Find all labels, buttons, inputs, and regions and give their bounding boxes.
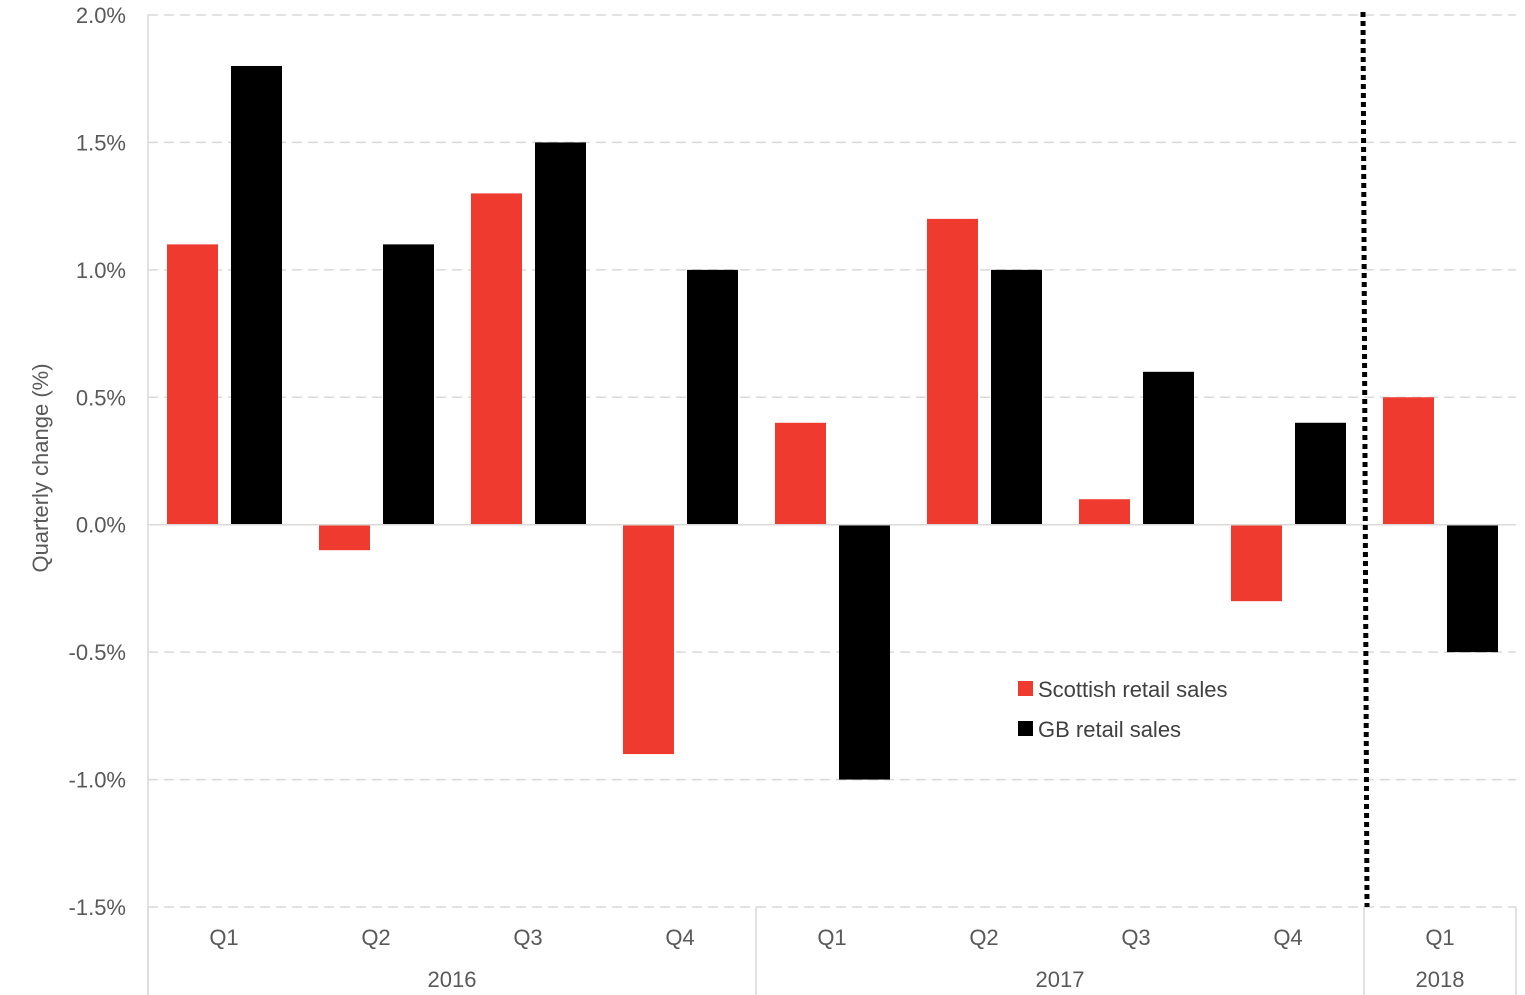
bar-scottish-retail-sales bbox=[1231, 524, 1282, 602]
y-axis-title: Quarterly change (%) bbox=[28, 363, 53, 572]
y-tick-label: -0.5% bbox=[69, 640, 126, 665]
bar-scottish-retail-sales bbox=[471, 193, 522, 525]
bar-gb-retail-sales bbox=[991, 269, 1042, 525]
bar-scottish-retail-sales bbox=[319, 524, 370, 551]
x-tick-label: Q4 bbox=[665, 925, 694, 950]
bar-scottish-retail-sales bbox=[1383, 397, 1434, 525]
y-tick-label: 1.5% bbox=[76, 130, 126, 155]
bar-scottish-retail-sales bbox=[623, 524, 674, 755]
legend-label: Scottish retail sales bbox=[1038, 677, 1228, 702]
bar-gb-retail-sales bbox=[383, 244, 434, 525]
bar-scottish-retail-sales bbox=[1079, 499, 1130, 525]
y-tick-label: 1.0% bbox=[76, 258, 126, 283]
x-tick-label: Q3 bbox=[1121, 925, 1150, 950]
bar-gb-retail-sales bbox=[1447, 524, 1498, 653]
x-tick-label: Q2 bbox=[361, 925, 390, 950]
bar-gb-retail-sales bbox=[231, 65, 282, 525]
bar-gb-retail-sales bbox=[1143, 371, 1194, 525]
dotted-divider bbox=[1360, 11, 1370, 908]
year-label: 2017 bbox=[1036, 967, 1085, 992]
x-tick-label: Q4 bbox=[1273, 925, 1302, 950]
year-label: 2016 bbox=[428, 967, 477, 992]
y-tick-label: 0.0% bbox=[76, 513, 126, 538]
y-tick-label: 2.0% bbox=[76, 3, 126, 28]
y-axis-ticks: -1.5% -1.0% -0.5% 0.0% 0.5% 1.0% 1.5% 2.0% bbox=[69, 3, 126, 920]
legend-swatch bbox=[1018, 721, 1033, 736]
x-tick-label: Q3 bbox=[513, 925, 542, 950]
bar-gb-retail-sales bbox=[839, 524, 890, 780]
bar-scottish-retail-sales bbox=[775, 422, 826, 525]
bar-gb-retail-sales bbox=[1295, 422, 1346, 525]
x-tick-label: Q1 bbox=[209, 925, 238, 950]
legend: Scottish retail sales GB retail sales bbox=[1018, 677, 1228, 742]
bar-gb-retail-sales bbox=[535, 142, 586, 525]
divider-line bbox=[1360, 11, 1370, 908]
x-tick-label: Q1 bbox=[1425, 925, 1454, 950]
y-tick-label: 0.5% bbox=[76, 385, 126, 410]
bar-scottish-retail-sales bbox=[167, 244, 218, 525]
bar-scottish-retail-sales bbox=[927, 218, 978, 525]
gridlines bbox=[147, 14, 1516, 995]
x-axis: Q1 Q2 Q3 Q4 Q1 Q2 Q3 Q4 Q1 2016 2017 2018 bbox=[147, 907, 1517, 995]
legend-label: GB retail sales bbox=[1038, 717, 1181, 742]
bar-gb-retail-sales bbox=[687, 269, 738, 525]
year-label: 2018 bbox=[1416, 967, 1465, 992]
x-tick-label: Q1 bbox=[817, 925, 846, 950]
y-tick-label: -1.5% bbox=[69, 895, 126, 920]
bars bbox=[148, 65, 1516, 780]
y-tick-label: -1.0% bbox=[69, 768, 126, 793]
legend-swatch bbox=[1018, 681, 1033, 696]
x-tick-label: Q2 bbox=[969, 925, 998, 950]
